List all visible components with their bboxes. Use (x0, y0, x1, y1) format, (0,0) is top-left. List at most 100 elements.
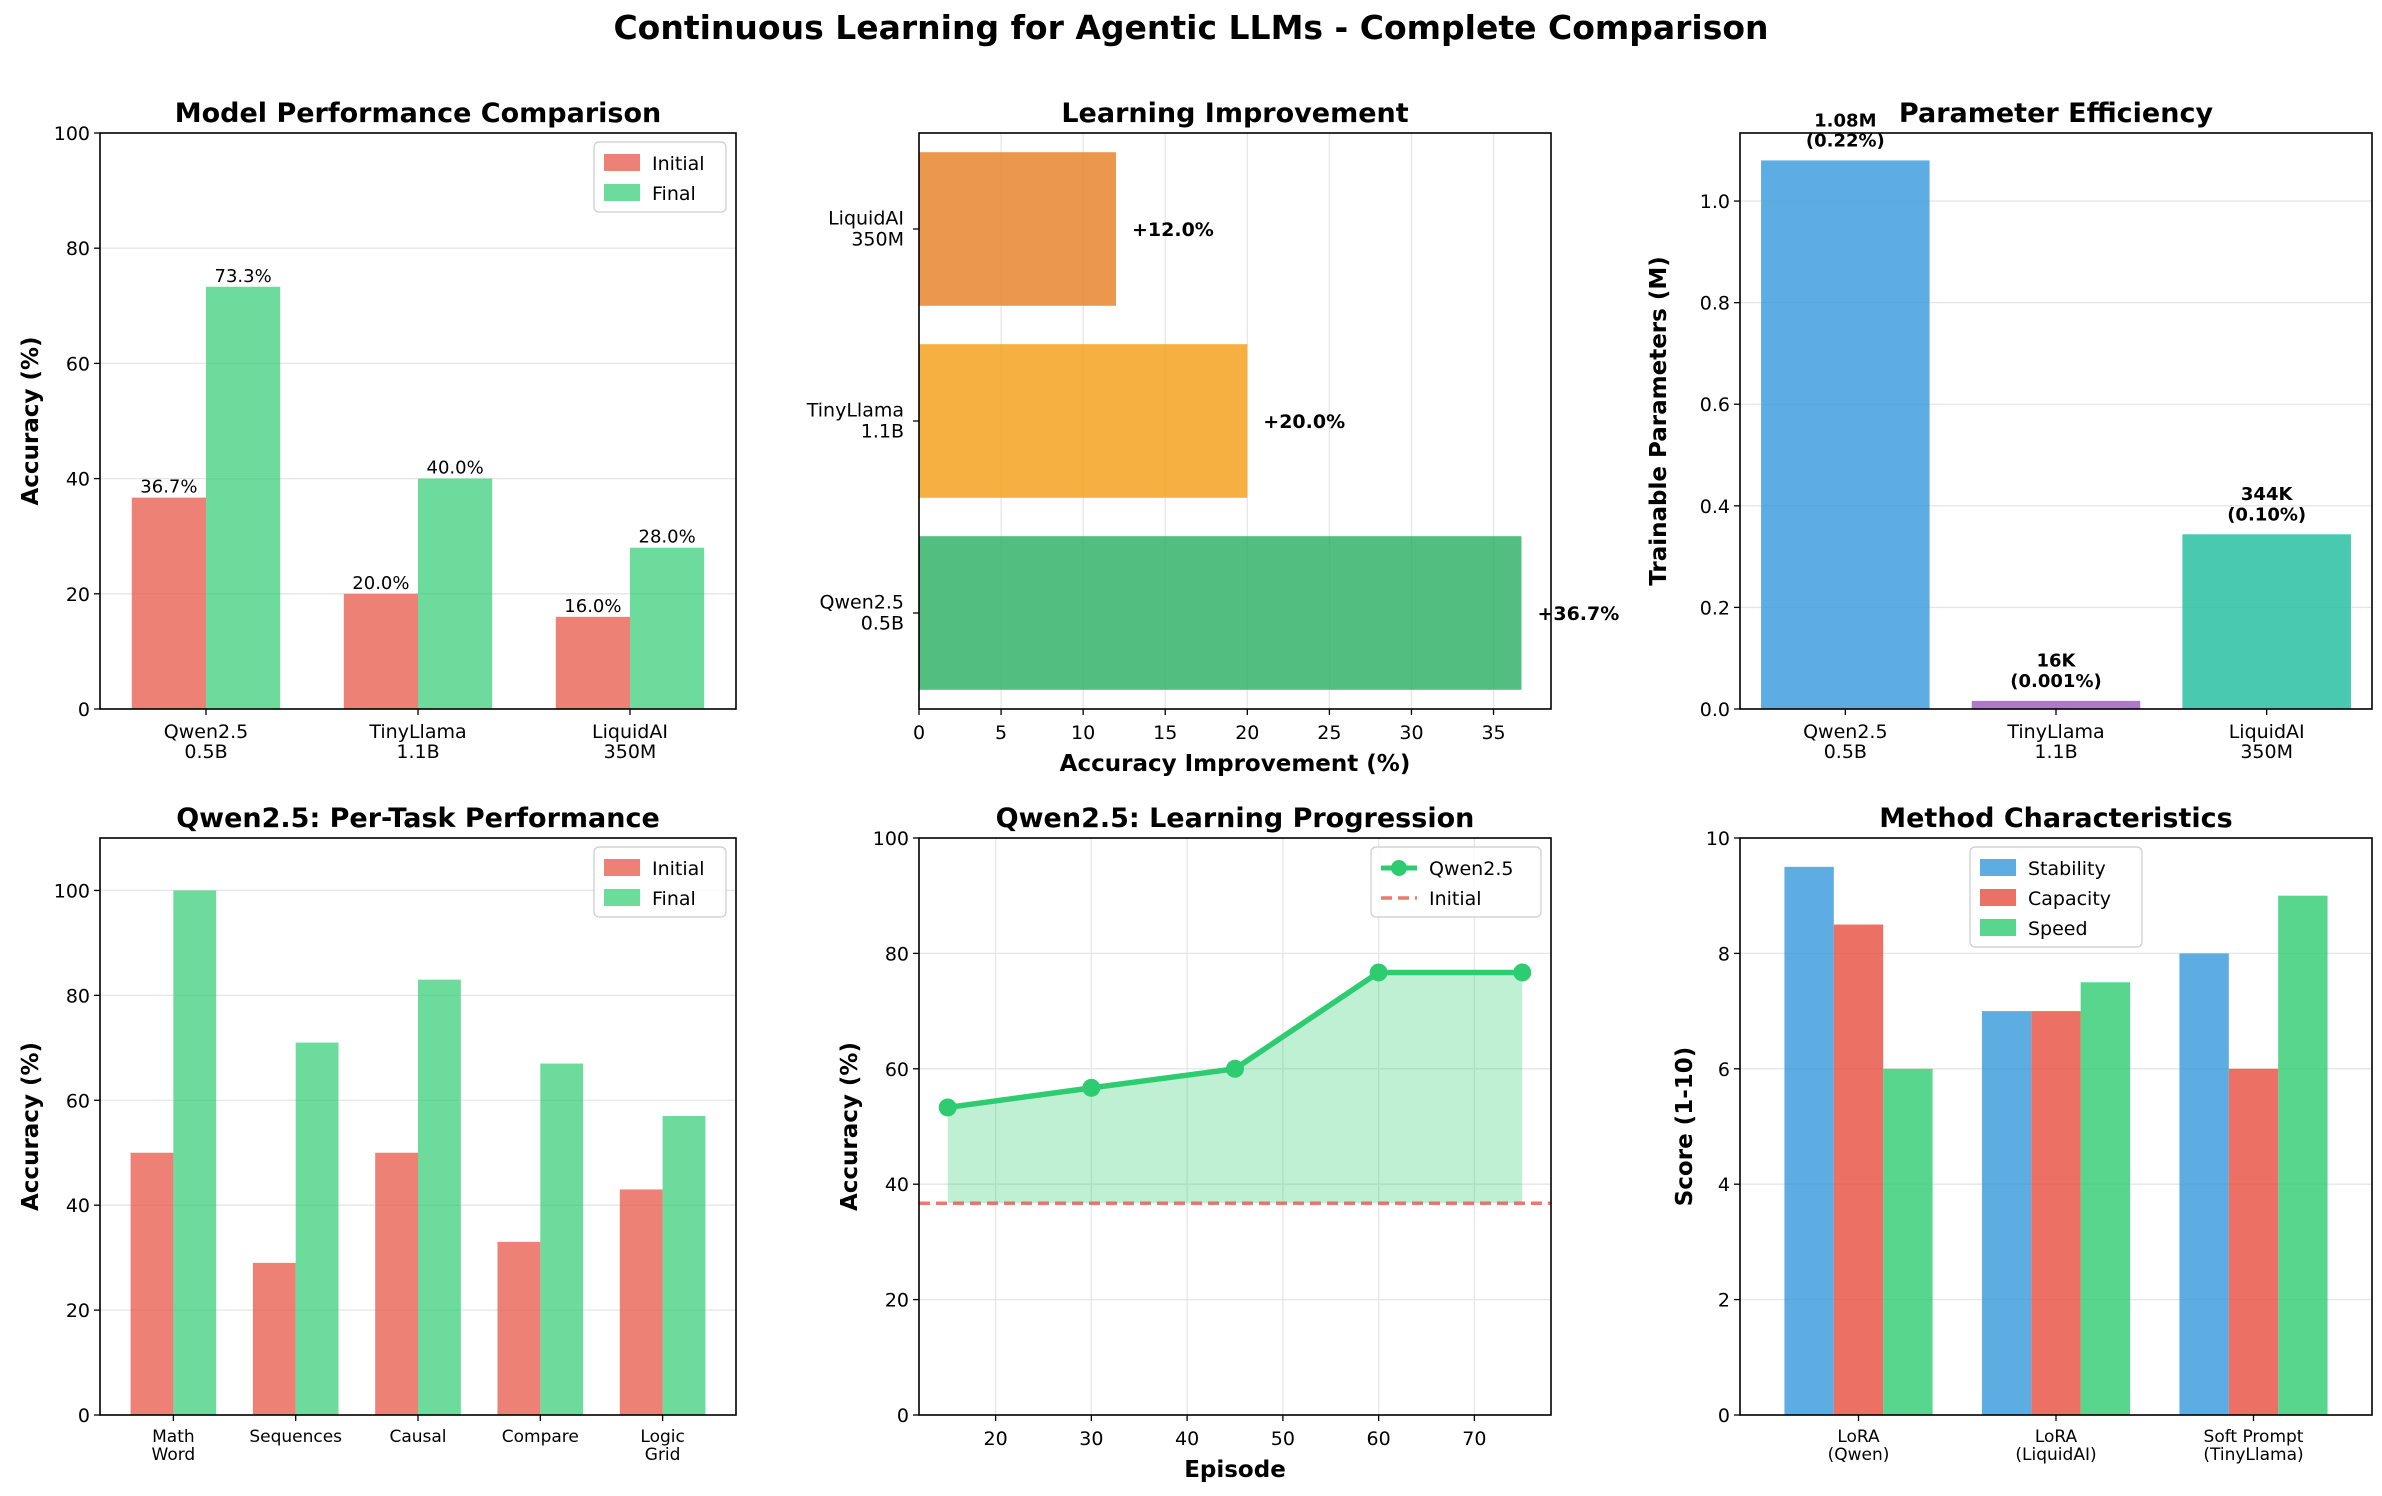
panel-title: Qwen2.5: Learning Progression (996, 803, 1475, 834)
panel-parameter-efficiency: Parameter Efficiency 0.0 0.2 0.4 0.6 0.8 1.0 Tr… (1646, 98, 2373, 763)
panel-title: Method Characteristics (1879, 803, 2232, 834)
x-tick-label: Qwen2.5 0.5B (164, 721, 248, 763)
y-axis-label: Trainable Parameters (M) (1646, 256, 1672, 586)
x-tick-label: 70 (1462, 1428, 1486, 1450)
panel-title: Qwen2.5: Per-Task Performance (176, 803, 660, 834)
y-tick-label: 40 (885, 1174, 909, 1196)
bar-initial (131, 497, 206, 709)
bar-value-label: 28.0% (639, 527, 696, 548)
legend-swatch (1980, 859, 2016, 876)
data-point (938, 1098, 957, 1117)
y-tick-label: 0 (78, 1405, 90, 1427)
y-tick-label: 20 (66, 584, 90, 606)
y-tick-label: 4 (1718, 1174, 1730, 1196)
bar-initial (252, 1262, 296, 1415)
y-tick-label: 60 (66, 353, 90, 375)
bar-initial (497, 1241, 541, 1415)
x-tick-label: LiquidAI 350M (2229, 721, 2305, 763)
panel-title: Learning Improvement (1061, 98, 1408, 129)
x-tick-label: LiquidAI 350M (592, 721, 668, 763)
y-axis-label: Accuracy (%) (18, 1042, 44, 1211)
bar-final (173, 890, 217, 1415)
y-tick-label: 100 (54, 880, 90, 902)
x-tick-label: 10 (1071, 722, 1095, 744)
panel-learning-progression: Qwen2.5: Learning Progression 20 30 40 50 60 7… (837, 803, 1552, 1483)
y-tick-label: 0.8 (1700, 293, 1730, 315)
y-axis-label: Accuracy (%) (837, 1042, 863, 1211)
y-tick-label: TinyLlama 1.1B (806, 400, 904, 443)
legend-label: Final (652, 888, 696, 910)
y-tick-label: 100 (54, 123, 90, 145)
y-tick-label: 40 (66, 1195, 90, 1217)
bar-value-label: +20.0% (1263, 411, 1345, 433)
x-tick-label: Logic Grid (640, 1427, 684, 1465)
bar-final (206, 286, 281, 709)
x-axis-label: Accuracy Improvement (%) (1060, 751, 1411, 777)
x-tick-label: 20 (1235, 722, 1259, 744)
bar-value-label: 16K (0.001%) (2010, 651, 2101, 692)
axes-frame (99, 132, 737, 710)
panel-title: Parameter Efficiency (1899, 98, 2214, 129)
legend-swatch (604, 184, 640, 201)
x-tick-label: Causal (389, 1427, 446, 1447)
bar-value-label: 16.0% (564, 596, 621, 617)
y-tick-label: 80 (66, 238, 90, 260)
x-tick-label: 0 (913, 722, 925, 744)
bar (1761, 160, 1930, 709)
bar-value-label: +12.0% (1132, 219, 1214, 241)
bar-stability (1981, 1011, 2032, 1415)
bar (2182, 534, 2351, 709)
bar-initial (130, 1152, 174, 1415)
hbar (919, 152, 1116, 306)
y-tick-label: 0.2 (1700, 597, 1730, 619)
panel-learning-improvement: Learning Improvement 0 5 10 15 20 25 30 35 Accura… (806, 98, 1620, 777)
data-point (1369, 963, 1388, 982)
axes-frame (918, 837, 1552, 1416)
x-tick-label: LoRA (LiquidAI) (2015, 1427, 2096, 1465)
y-tick-label: 60 (885, 1059, 909, 1081)
bar-final (295, 1042, 339, 1415)
x-tick-label: Math Word (152, 1427, 196, 1465)
legend-swatch (1980, 919, 2016, 936)
y-tick-label: 80 (885, 943, 909, 965)
legend-swatch (604, 889, 640, 906)
legend-swatch (604, 859, 640, 876)
legend-label: Initial (652, 858, 705, 880)
y-tick-label: LiquidAI 350M (828, 208, 904, 251)
y-axis-label: Score (1-10) (1672, 1047, 1698, 1207)
x-tick-label: 60 (1367, 1428, 1391, 1450)
panel-model-performance: Model Performance Comparison 0 20 40 60 80 100… (18, 98, 737, 763)
bar-stability (2179, 953, 2229, 1415)
hbar (919, 344, 1248, 498)
x-tick-label: Sequences (249, 1427, 342, 1447)
y-tick-label: 0 (78, 699, 90, 721)
data-point (1082, 1078, 1101, 1097)
bar-capacity (1833, 924, 1884, 1415)
bar-value-label: 36.7% (140, 477, 197, 498)
legend-label: Capacity (2028, 888, 2111, 910)
legend-label: Initial (1429, 888, 1482, 910)
x-tick-label: 35 (1481, 722, 1505, 744)
bar-initial (619, 1189, 663, 1415)
legend-marker (1391, 860, 1407, 876)
figure-title: Continuous Learning for Agentic LLMs - C… (613, 8, 1768, 47)
x-tick-label: 20 (984, 1428, 1008, 1450)
data-point (1513, 963, 1532, 982)
legend-label: Final (652, 183, 696, 205)
improvement-area (947, 972, 1523, 1204)
y-tick-label: 60 (66, 1090, 90, 1112)
y-tick-label: 80 (66, 985, 90, 1007)
x-tick-label: Compare (502, 1427, 579, 1447)
panel-per-task-performance: Qwen2.5: Per-Task Performance 0 20 40 60 80 10… (18, 803, 737, 1465)
bar-initial (343, 593, 418, 709)
axes-frame (1739, 837, 2373, 1416)
x-tick-label: TinyLlama 1.1B (2006, 721, 2104, 763)
bar-capacity (2228, 1068, 2279, 1415)
y-tick-label: 6 (1718, 1059, 1730, 1081)
y-tick-label: 0.6 (1700, 394, 1730, 416)
bar-speed (2080, 982, 2131, 1415)
x-tick-label: 30 (1399, 722, 1423, 744)
panel-method-characteristics: Method Characteristics 0 2 4 6 8 10 Score (1-10… (1672, 803, 2373, 1465)
x-tick-label: Soft Prompt (TinyLlama) (2203, 1427, 2303, 1465)
x-tick-label: Qwen2.5 0.5B (1803, 721, 1887, 763)
